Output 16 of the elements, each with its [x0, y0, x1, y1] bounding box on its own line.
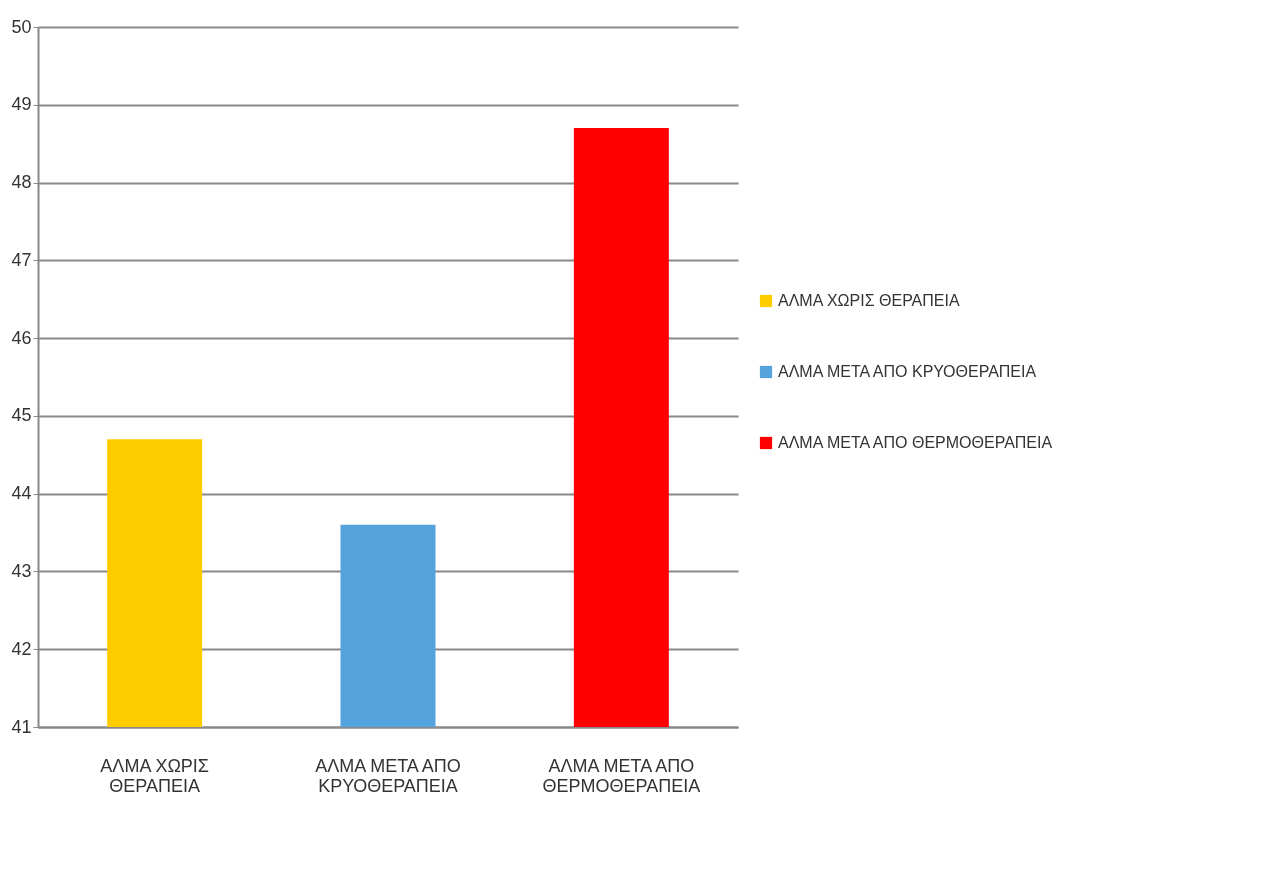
- y-tick-label: 43: [11, 560, 32, 581]
- legend-label: ΑΛΜΑ ΜΕΤΑ ΑΠΟ ΚΡΥΟΘΕΡΑΠΕΙΑ: [778, 363, 1037, 380]
- x-tick-label: ΑΛΜΑ ΧΩΡΙΣ ΘΕΡΑΠΕΙΑ: [100, 755, 209, 796]
- y-tick-label: 48: [11, 172, 32, 193]
- y-tick-label: 41: [11, 716, 32, 737]
- legend-label: ΑΛΜΑ ΧΩΡΙΣ ΘΕΡΑΠΕΙΑ: [778, 292, 960, 309]
- y-tick-label: 47: [11, 249, 32, 270]
- legend-label: ΑΛΜΑ ΜΕΤΑ ΑΠΟ ΘΕΡΜΟΘΕΡΑΠΕΙΑ: [778, 434, 1053, 451]
- y-tick-label: 44: [11, 483, 32, 504]
- y-tick-label: 46: [11, 327, 32, 348]
- y-tick-label: 50: [11, 16, 32, 37]
- x-tick-label: ΑΛΜΑ ΜΕΤΑ ΑΠΟ ΚΡΥΟΘΕΡΑΠΕΙΑ: [315, 755, 461, 796]
- y-tick-label: 42: [11, 638, 32, 659]
- x-tick-label: ΑΛΜΑ ΜΕΤΑ ΑΠΟ ΘΕΡΜΟΘΕΡΑΠΕΙΑ: [542, 755, 701, 796]
- y-tick-label: 45: [11, 405, 32, 426]
- y-tick-label: 49: [11, 94, 32, 115]
